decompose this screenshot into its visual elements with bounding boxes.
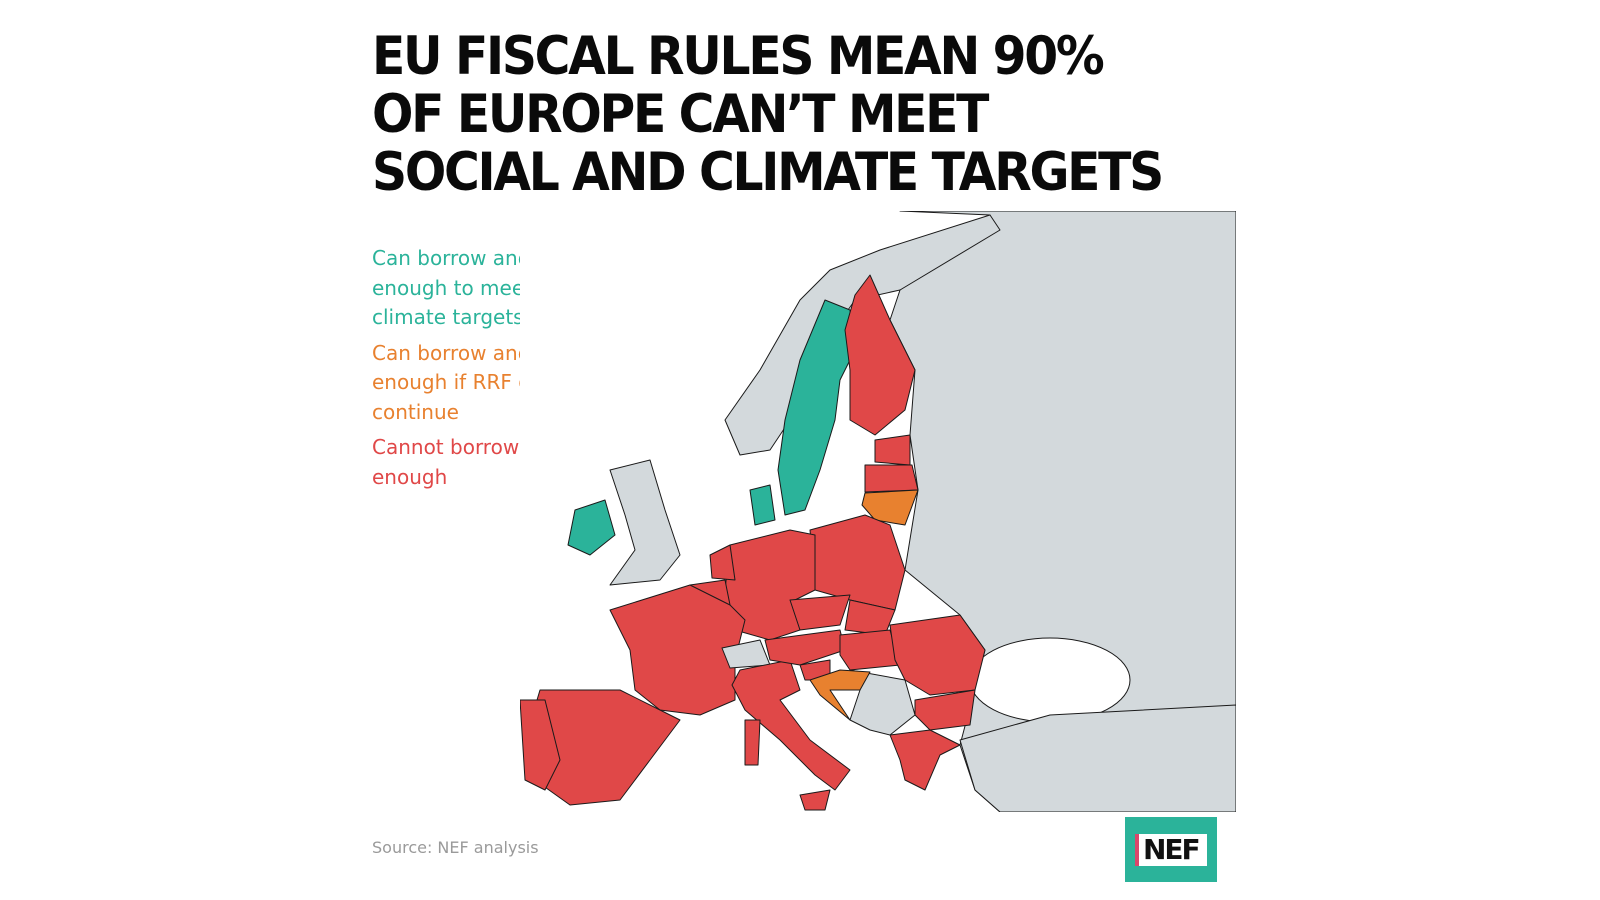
region-italy — [731, 659, 851, 791]
nef-logo: NEF — [1125, 817, 1217, 882]
region-poland — [809, 514, 906, 611]
region-russia-east — [889, 211, 1236, 812]
region-greece — [889, 729, 961, 791]
region-united-kingdom — [609, 459, 681, 586]
region-turkey — [959, 704, 1236, 812]
region-austria — [764, 629, 846, 666]
region-estonia — [874, 434, 911, 466]
source-note: Source: NEF analysis — [372, 838, 539, 857]
region-bulgaria — [914, 689, 976, 731]
page-title: EU FISCAL RULES MEAN 90% OF EUROPE CAN’T… — [372, 26, 1164, 203]
region-sardinia — [744, 719, 761, 766]
region-france — [609, 584, 746, 716]
region-sicily — [799, 789, 831, 811]
region-hungary — [839, 629, 901, 671]
region-latvia — [864, 464, 919, 493]
region-croatia — [809, 669, 871, 721]
region-netherlands — [709, 544, 736, 581]
black-sea — [969, 637, 1131, 723]
region-ireland — [567, 499, 616, 556]
region-denmark — [749, 484, 776, 526]
region-czechia — [789, 594, 851, 631]
region-romania — [889, 614, 986, 696]
region-western-balkans — [849, 669, 916, 736]
region-lithuania — [861, 489, 919, 526]
region-finland — [844, 274, 916, 436]
region-portugal — [520, 699, 561, 791]
europe-map — [520, 211, 1236, 812]
